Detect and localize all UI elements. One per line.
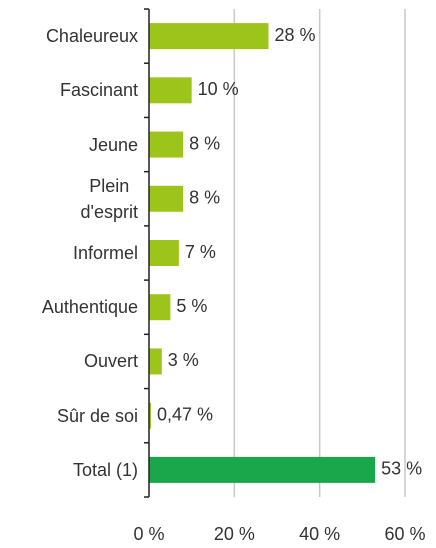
bar — [149, 456, 376, 483]
x-tick-label: 0 % — [133, 524, 164, 544]
value-label: 5 % — [176, 296, 207, 316]
value-label: 7 % — [185, 242, 216, 262]
y-tick-label: Chaleureux — [45, 26, 138, 47]
x-tick-label: 20 % — [214, 524, 255, 544]
value-label: 53 % — [381, 459, 422, 479]
y-tick-label: Jeune — [88, 134, 138, 155]
x-tick-label: 40 % — [299, 524, 340, 544]
y-tick-label: Authentique — [41, 297, 138, 318]
y-tick-label: Informel — [72, 243, 138, 263]
bar — [149, 185, 184, 212]
value-label: 3 % — [168, 350, 199, 370]
value-label: 8 % — [189, 188, 220, 208]
bar — [149, 402, 152, 429]
value-label: 0,47 % — [157, 404, 213, 424]
value-label: 10 % — [198, 79, 239, 99]
y-tick-label: Ouvert — [83, 351, 138, 372]
y-tick-label: Sûr de soi — [56, 405, 138, 426]
bar — [149, 294, 171, 321]
value-label: 28 % — [274, 25, 315, 45]
bar — [149, 240, 179, 266]
bar — [149, 131, 184, 158]
bar — [149, 77, 192, 104]
value-label: 8 % — [189, 133, 220, 153]
bar — [149, 23, 269, 50]
y-tick-label: Plein d'esprit — [80, 175, 138, 222]
y-tick-label: Fascinant — [59, 80, 138, 101]
x-tick-label: 60 % — [384, 524, 425, 544]
y-tick-label: Total (1) — [72, 459, 138, 480]
bar — [149, 348, 162, 375]
